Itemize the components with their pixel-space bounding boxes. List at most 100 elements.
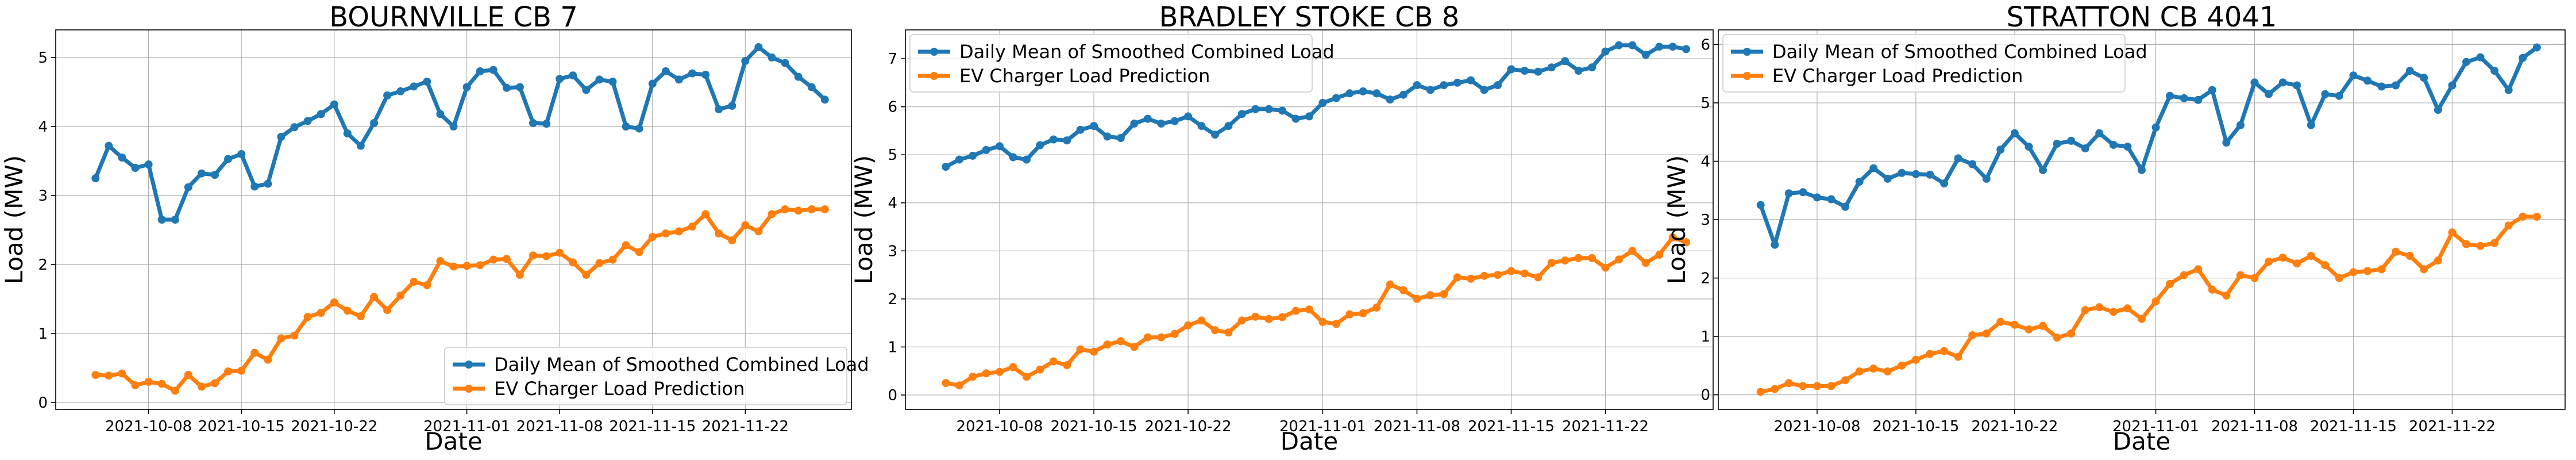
combined-load-point [118, 154, 126, 162]
y-tick-label: 4 [888, 195, 897, 212]
combined-load-point [1655, 43, 1664, 51]
combined-load-point [595, 75, 604, 84]
y-tick-label: 2 [888, 291, 897, 308]
combined-load-point [1494, 81, 1502, 90]
x-tick-label: 2021-11-01 [1279, 418, 1366, 435]
combined-load-point [955, 155, 963, 164]
x-tick-label: 2021-11-15 [2310, 418, 2397, 435]
combined-load-point [1453, 78, 1461, 87]
combined-load-point [184, 183, 192, 191]
ev-load-point [1547, 259, 1556, 267]
combined-load-point [1291, 114, 1300, 123]
x-axis-label: Date [425, 427, 482, 455]
ev-load-point [1615, 255, 1623, 264]
ev-load-point [2081, 306, 2089, 315]
combined-load-point [2250, 78, 2259, 87]
combined-load-point [820, 95, 829, 104]
combined-load-point [462, 83, 471, 91]
ev-load-point [582, 271, 591, 279]
combined-load-point [1197, 122, 1206, 131]
ev-load-point [2151, 297, 2160, 306]
combined-load-point [1601, 47, 1610, 56]
ev-load-point [1264, 315, 1273, 323]
ev-load-point [144, 378, 153, 386]
combined-load-point [2010, 129, 2019, 137]
combined-load-point [2095, 129, 2104, 137]
ev-load-series [91, 205, 829, 395]
legend-label: Daily Mean of Smoothed Combined Load [494, 354, 869, 375]
chart-panel-2: 2021-10-08 2021-10-15 2021-10-22 2021-11-01… [850, 1, 1714, 455]
y-axis-label: Load (MW) [850, 155, 878, 285]
ev-load-point [2504, 221, 2513, 230]
ev-load-point [423, 281, 431, 289]
combined-load-point [1116, 134, 1125, 142]
combined-load-point [1009, 153, 1017, 162]
combined-load-point [2194, 95, 2203, 104]
ev-load-point [1784, 379, 1793, 388]
combined-load-point [144, 160, 153, 168]
combined-load-point [2138, 166, 2146, 174]
x-axis-label: Date [1281, 427, 1338, 455]
ev-load-point [410, 278, 418, 286]
ev-load-point [1940, 347, 1949, 355]
combined-load-point [2265, 90, 2273, 98]
ev-load-point [1480, 271, 1488, 280]
combined-load-point [1372, 89, 1381, 98]
ev-load-point [1063, 361, 1071, 370]
ev-load-series [1756, 212, 2541, 396]
combined-load-point [2476, 53, 2485, 62]
combined-load-point [701, 71, 710, 79]
ev-load-point [2519, 212, 2527, 221]
ev-load-point [608, 255, 617, 264]
y-tick-label: 1 [888, 339, 897, 356]
combined-load-point [2532, 43, 2541, 52]
legend-swatch-marker [1743, 72, 1751, 80]
legend-label: Daily Mean of Smoothed Combined Load [959, 41, 1335, 63]
combined-load-point [91, 174, 100, 182]
y-tick-label: 0 [38, 394, 48, 412]
y-tick-label: 5 [888, 147, 897, 164]
ev-load-point [1009, 363, 1017, 371]
y-axis-label: Load (MW) [0, 155, 28, 285]
legend-swatch-marker [465, 361, 473, 369]
combined-load-point [1954, 154, 1962, 163]
ev-load-point [1771, 385, 1779, 393]
ev-load-point [2434, 256, 2442, 265]
ev-load-point [131, 381, 140, 389]
combined-load-point [996, 142, 1004, 151]
plot-frame [905, 29, 1714, 410]
y-tick-label: 2 [38, 256, 48, 274]
ev-load-point [674, 227, 683, 236]
legend-box [909, 34, 1313, 93]
legend-label: Daily Mean of Smoothed Combined Load [1772, 41, 2147, 63]
ev-load-point [1655, 251, 1664, 259]
combined-load-point [556, 75, 564, 83]
combined-load-point [1784, 189, 1793, 198]
chart-title: STRATTON CB 4041 [2007, 1, 2277, 33]
combined-load-point [290, 123, 299, 132]
combined-load-point [1534, 67, 1542, 76]
y-tick-label: 0 [888, 387, 897, 404]
combined-load-point [330, 100, 338, 109]
ev-load-point [2180, 271, 2188, 279]
y-tick-label: 6 [1700, 36, 1710, 53]
combined-load-point [1076, 125, 1085, 134]
y-axis-label: Load (MW) [1663, 155, 1691, 285]
ev-load-point [942, 379, 950, 388]
combined-load-point [1157, 119, 1166, 128]
combined-load-point [1211, 131, 1219, 139]
ev-load-series [942, 233, 1691, 390]
combined-load-series [942, 41, 1691, 171]
combined-load-point [635, 124, 643, 133]
combined-load-point [1278, 106, 1287, 115]
ev-load-point [1682, 238, 1691, 247]
ev-load-point [2377, 265, 2386, 274]
combined-load-point [2222, 139, 2231, 147]
ev-load-point [1332, 320, 1340, 328]
combined-load-point [1841, 202, 1850, 211]
combined-load-point [1345, 89, 1354, 98]
combined-load-point [131, 164, 140, 172]
ev-load-point [118, 369, 126, 378]
ev-load-point [1855, 367, 1864, 375]
combined-load-point [197, 169, 206, 178]
